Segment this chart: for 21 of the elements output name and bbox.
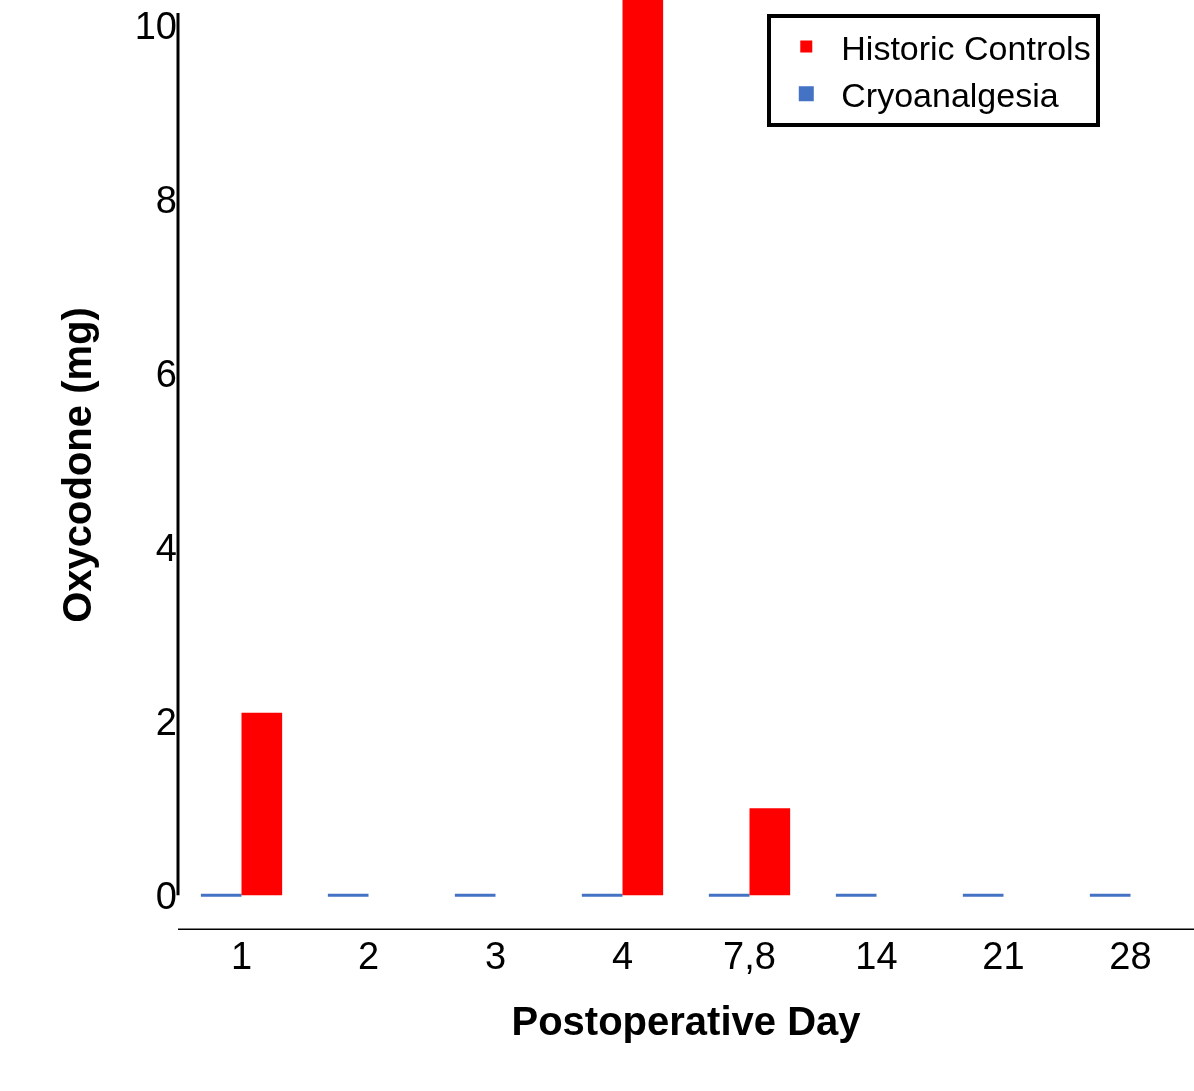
x-tick-label: 7,8 — [723, 935, 776, 977]
legend-label: Cryoanalgesia — [841, 76, 1059, 115]
bar — [241, 712, 283, 896]
y-tick-label: 10 — [134, 5, 177, 48]
y-tick-label: 6 — [155, 353, 177, 396]
x-tick-label: 21 — [982, 935, 1025, 977]
y-tick-label: 4 — [155, 526, 177, 569]
x-tick-label: 3 — [484, 935, 507, 977]
y-tick-label: 2 — [155, 700, 177, 743]
x-tick-label: 28 — [1109, 935, 1152, 977]
x-tick-label: 1 — [230, 935, 253, 977]
legend-label: Historic Controls — [841, 28, 1091, 67]
y-axis-title: Oxycodone (mg) — [55, 307, 100, 623]
x-axis-title: Postoperative Day — [511, 998, 862, 1043]
x-tick-label: 4 — [611, 935, 634, 977]
x-tick-label: 2 — [357, 935, 380, 977]
bar — [749, 808, 791, 896]
x-tick-label: 14 — [855, 935, 898, 977]
y-tick-label: 0 — [155, 874, 177, 917]
y-tick-label: 8 — [155, 179, 177, 222]
bar — [622, 0, 664, 896]
